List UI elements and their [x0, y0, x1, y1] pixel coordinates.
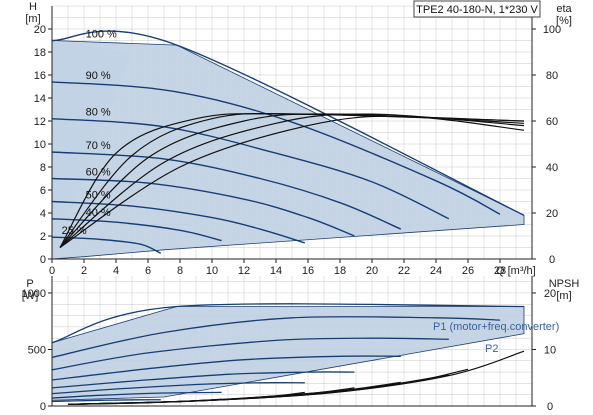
y-tick-label: 0 — [40, 254, 46, 266]
y2-tick-label: 20 — [544, 288, 556, 300]
x-tick-label: 12 — [238, 265, 250, 277]
series-label-p1: P1 (motor+freq.converter) — [433, 321, 559, 333]
speed-curve-label: 70 % — [86, 140, 111, 152]
y2-tick-label: 10 — [544, 344, 556, 356]
x-tick-label: 20 — [366, 265, 378, 277]
y-tick-label: 2 — [40, 231, 46, 243]
operating-area — [51, 40, 525, 260]
y2-axis-unit-eta: [%] — [556, 15, 572, 27]
y-tick-label: 18 — [34, 47, 46, 59]
y2-axis-unit-npsh: [m] — [556, 290, 571, 302]
series-label-p2: P2 — [485, 343, 498, 355]
speed-curve-label: 80 % — [86, 107, 111, 119]
y-tick-label: 8 — [40, 162, 46, 174]
x-tick-label: 2 — [81, 265, 87, 277]
x-tick-label: 24 — [430, 265, 442, 277]
y-tick-label: 500 — [28, 344, 46, 356]
y-axis-label-head: H — [29, 1, 37, 13]
y2-tick-label: 100 — [543, 24, 561, 36]
power-curve — [51, 337, 449, 371]
y-tick-label: 20 — [34, 24, 46, 36]
power-curve — [51, 391, 222, 399]
speed-curve-label: 50 % — [86, 190, 111, 202]
y2-axis-label-eta: eta — [556, 3, 572, 15]
y2-tick-label: 0 — [547, 401, 553, 413]
y2-tick-label: 20 — [546, 208, 558, 220]
efficiency-curves — [59, 112, 525, 248]
speed-curve — [51, 177, 355, 237]
x-tick-label: 0 — [49, 265, 55, 277]
y2-tick-label: 0 — [549, 254, 555, 266]
x-tick-label: 10 — [206, 265, 218, 277]
x-axis-label-flow: Q [m³/h] — [496, 265, 536, 277]
speed-curve — [51, 151, 402, 230]
chart-title-box — [413, 0, 541, 18]
power-npsh-panel: 0 500 1000 0 10 20 P [W] NPSH [m] P1 (motor+f… — [22, 276, 580, 413]
y-tick-label: 1000 — [22, 288, 46, 300]
speed-curve-label: 60 % — [86, 167, 111, 179]
speed-curve-label: 100 % — [86, 29, 117, 41]
speed-curve — [51, 118, 450, 220]
speed-curve-label: 40 % — [86, 207, 111, 219]
speed-curves — [51, 30, 525, 254]
x-tick-label: 22 — [398, 265, 410, 277]
y2-axis-label-npsh: NPSH — [549, 278, 580, 290]
power-curve — [51, 399, 161, 403]
y2-tick-label: 80 — [546, 70, 558, 82]
x-tick-label: 4 — [113, 265, 119, 277]
x-tick-label: 8 — [177, 265, 183, 277]
lower-axes: 0 500 1000 0 10 20 — [22, 276, 556, 413]
power-curve — [51, 355, 401, 381]
speed-curve — [51, 30, 525, 216]
npsh-curves — [67, 350, 525, 405]
x-tick-label: 14 — [270, 265, 282, 277]
power-curve — [51, 382, 305, 395]
x-tick-label: 26 — [462, 265, 474, 277]
speed-curve — [51, 200, 306, 244]
efficiency-curve — [59, 113, 525, 248]
y2-tick-label: 40 — [546, 162, 558, 174]
x-tick-label: 28 — [494, 265, 506, 277]
y-axis-unit-head: [m] — [25, 13, 40, 25]
y-axis-unit-power: [W] — [22, 290, 39, 302]
speed-curve — [51, 218, 222, 242]
y-tick-label: 16 — [34, 70, 46, 82]
power-curve — [51, 371, 355, 389]
speed-curve-label: 90 % — [86, 70, 111, 82]
x-tick-label: 18 — [334, 265, 346, 277]
x-tick-label: 16 — [302, 265, 314, 277]
speed-curve-labels: 100 % 90 % 80 % 70 % 60 % 50 % 40 % 25 % — [62, 29, 117, 238]
speed-curve-label: 25 % — [62, 225, 87, 237]
chart-title: TPE2 40-180-N, 1*230 V — [416, 4, 538, 16]
power-curve — [51, 315, 501, 359]
x-tick-label: 6 — [145, 265, 151, 277]
efficiency-curve — [59, 115, 525, 248]
y-tick-label: 6 — [40, 185, 46, 197]
speed-curve — [51, 81, 501, 215]
power-curve — [51, 303, 525, 344]
y-axis-label-power: P — [26, 278, 33, 290]
y2-tick-label: 60 — [546, 116, 558, 128]
y-tick-label: 14 — [34, 93, 46, 105]
y-tick-label: 0 — [40, 401, 46, 413]
power-curves — [51, 303, 525, 403]
y-tick-label: 12 — [34, 116, 46, 128]
y-tick-label: 10 — [34, 139, 46, 151]
y-tick-label: 4 — [40, 208, 46, 220]
npsh-curve — [67, 398, 222, 405]
